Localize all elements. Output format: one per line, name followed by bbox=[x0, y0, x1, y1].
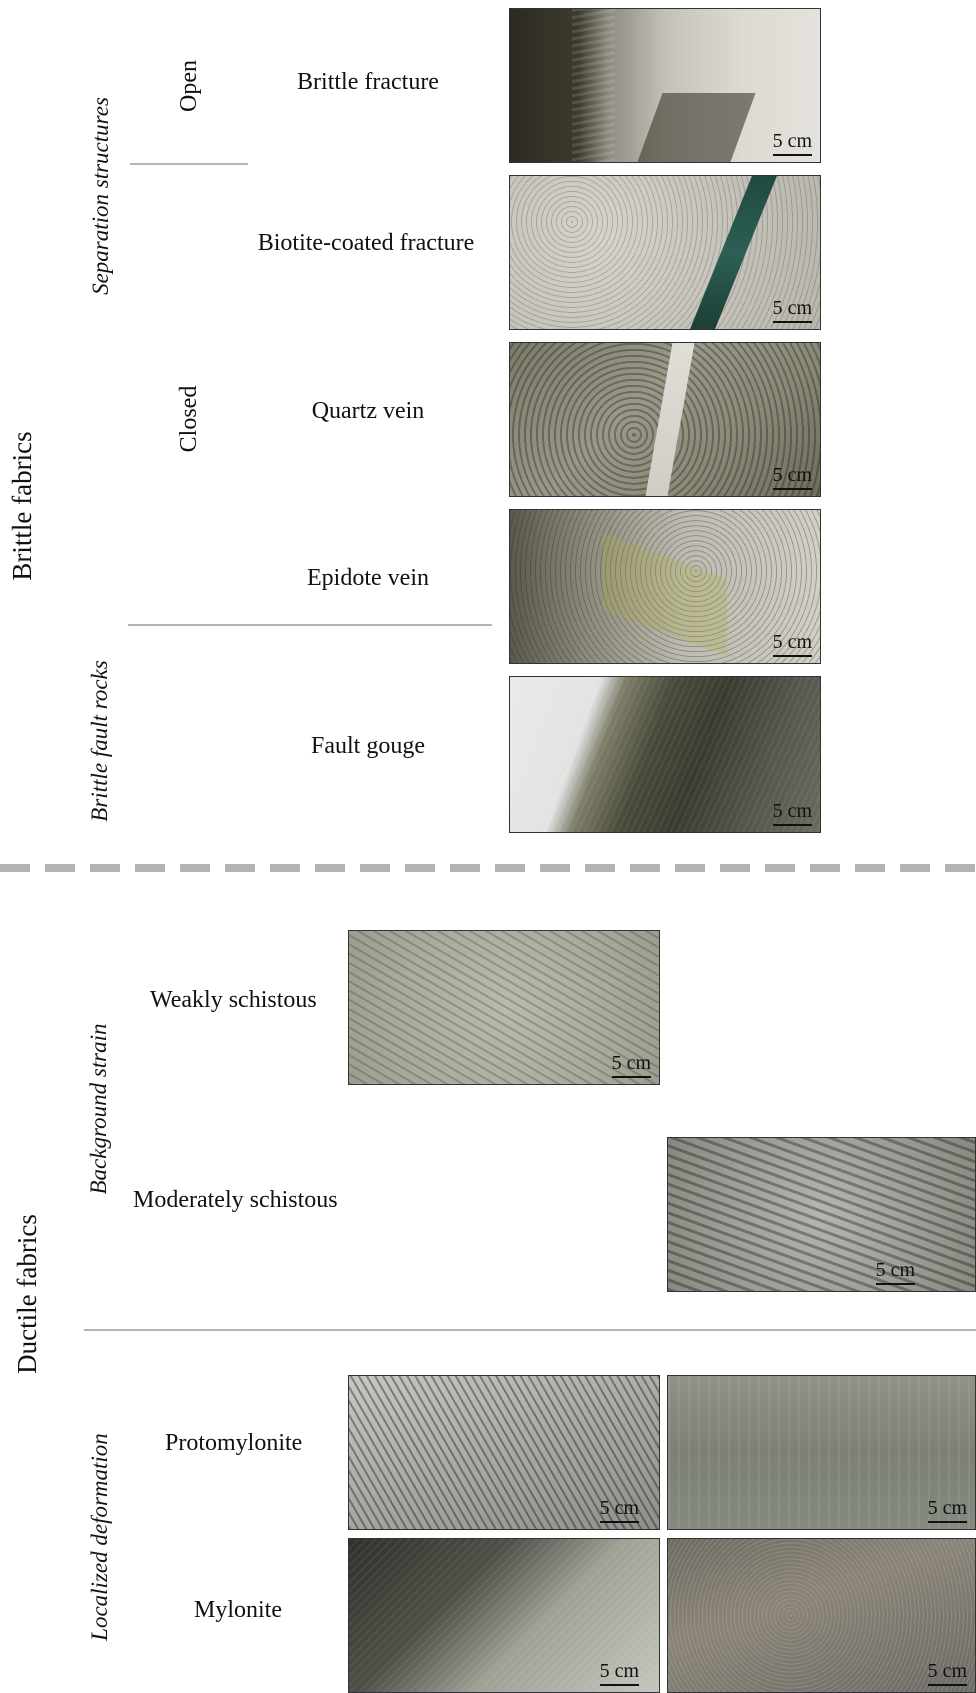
separation-structures-label: Separation structures bbox=[88, 97, 113, 295]
open-closed-divider bbox=[130, 163, 248, 165]
epidote-vein-label: Epidote vein bbox=[307, 565, 429, 591]
weakly-schistous-scale: 5 cm bbox=[611, 1052, 651, 1078]
mylonite-photo-b: 5 cm bbox=[667, 1538, 976, 1693]
weakly-schistous-label: Weakly schistous bbox=[150, 987, 317, 1013]
background-localized-divider bbox=[84, 1329, 976, 1331]
brittle-fault-rocks-label: Brittle fault rocks bbox=[87, 660, 112, 822]
protomylonite-label: Protomylonite bbox=[165, 1430, 303, 1456]
brittle-fracture-photo: 5 cm bbox=[509, 8, 821, 163]
mylonite-scale-b: 5 cm bbox=[927, 1660, 967, 1686]
mylonite-photo-a: 5 cm bbox=[348, 1538, 660, 1693]
background-strain-label: Background strain bbox=[86, 1023, 111, 1195]
fault-gouge-scale: 5 cm bbox=[772, 800, 812, 826]
ductile-fabrics-title: Ductile fabrics bbox=[12, 1214, 42, 1374]
biotite-coated-fracture-scale: 5 cm bbox=[772, 297, 812, 323]
protomylonite-scale-a: 5 cm bbox=[599, 1497, 639, 1523]
epidote-vein-scale: 5 cm bbox=[772, 631, 812, 657]
fault-gouge-photo: 5 cm bbox=[509, 676, 821, 833]
quartz-vein-scale: 5 cm bbox=[772, 464, 812, 490]
protomylonite-photo-a: 5 cm bbox=[348, 1375, 660, 1530]
epidote-vein-photo: 5 cm bbox=[509, 509, 821, 664]
open-label: Open bbox=[176, 60, 202, 112]
brittle-fracture-label: Brittle fracture bbox=[297, 69, 439, 95]
fault-gouge-label: Fault gouge bbox=[311, 733, 425, 759]
mylonite-label: Mylonite bbox=[194, 1597, 282, 1623]
quartz-vein-label: Quartz vein bbox=[311, 398, 425, 424]
biotite-coated-fracture-photo: 5 cm bbox=[509, 175, 821, 330]
moderately-schistous-scale: 5 cm bbox=[875, 1259, 915, 1285]
biotite-coated-fracture-label: Biotite-coated fracture bbox=[257, 230, 475, 256]
weakly-schistous-photo: 5 cm bbox=[348, 930, 660, 1085]
quartz-vein-photo: 5 cm bbox=[509, 342, 821, 497]
moderately-schistous-photo: 5 cm bbox=[667, 1137, 976, 1292]
brittle-fracture-scale: 5 cm bbox=[772, 130, 812, 156]
moderately-schistous-label: Moderately schistous bbox=[133, 1187, 338, 1213]
mylonite-scale-a: 5 cm bbox=[599, 1660, 639, 1686]
protomylonite-photo-b: 5 cm bbox=[667, 1375, 976, 1530]
closed-label: Closed bbox=[176, 385, 202, 453]
brittle-fabrics-title: Brittle fabrics bbox=[7, 431, 37, 581]
protomylonite-scale-b: 5 cm bbox=[927, 1497, 967, 1523]
separation-fault-divider bbox=[128, 624, 492, 626]
localized-deformation-label: Localized deformation bbox=[87, 1433, 112, 1641]
brittle-ductile-divider bbox=[0, 864, 976, 872]
